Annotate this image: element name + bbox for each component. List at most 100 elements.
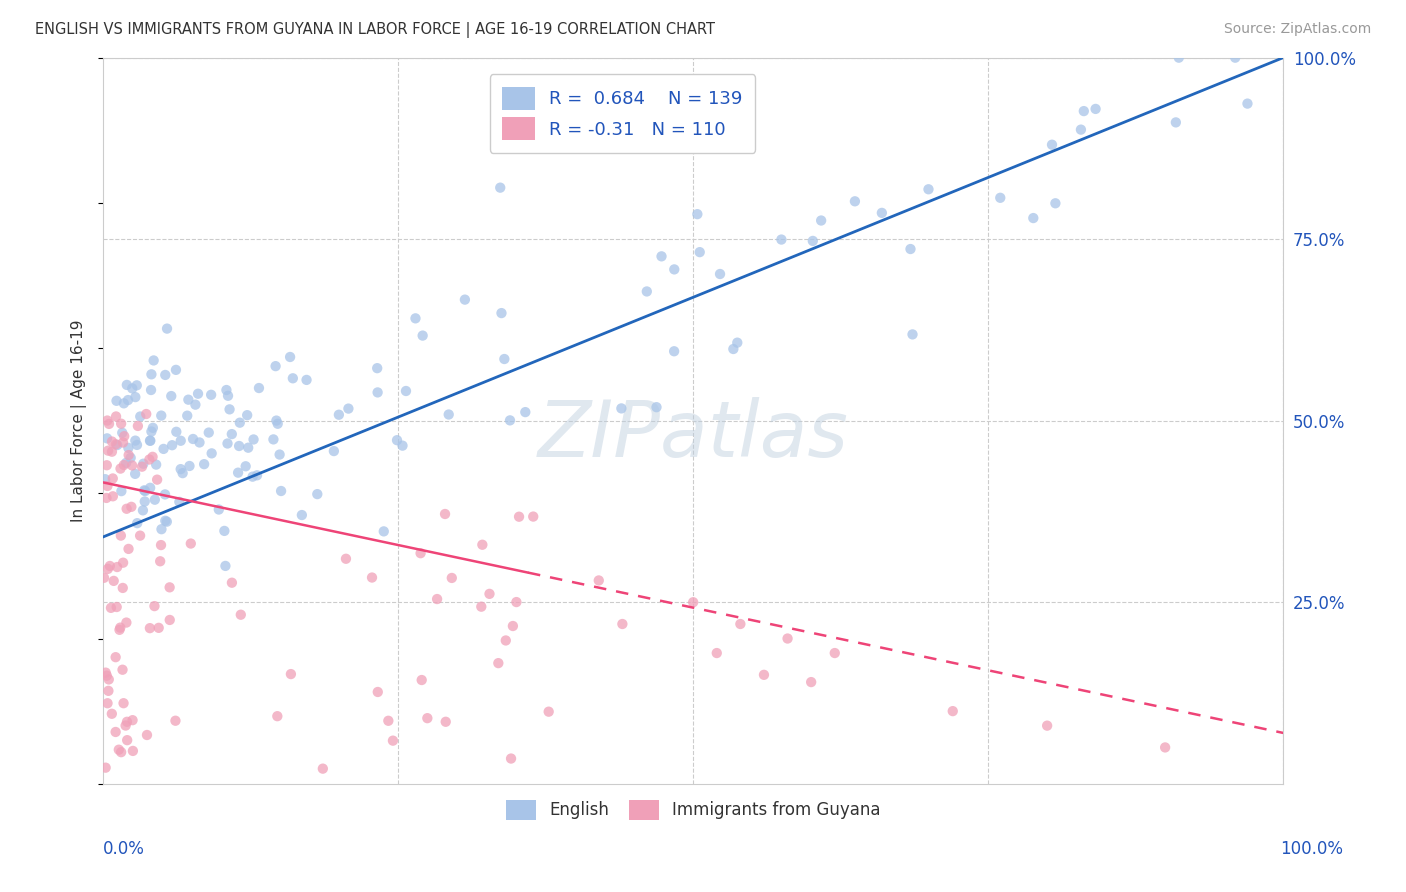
Point	[127, 419, 149, 434]
Point	[96, 696, 118, 710]
Point	[165, 425, 187, 439]
Point	[120, 500, 142, 514]
Point	[143, 492, 166, 507]
Point	[491, 306, 513, 320]
Point	[115, 501, 138, 516]
Point	[134, 483, 156, 498]
Point	[124, 467, 146, 481]
Point	[537, 705, 560, 719]
Point	[238, 441, 260, 455]
Point	[612, 617, 634, 632]
Point	[706, 646, 728, 660]
Point	[150, 538, 173, 552]
Point	[335, 551, 357, 566]
Point	[295, 373, 318, 387]
Point	[131, 459, 153, 474]
Point	[101, 471, 124, 485]
Point	[522, 509, 544, 524]
Point	[165, 714, 187, 728]
Point	[105, 438, 128, 452]
Point	[121, 458, 143, 473]
Point	[143, 599, 166, 614]
Point	[197, 425, 219, 440]
Point	[181, 432, 204, 446]
Point	[1154, 740, 1177, 755]
Point	[588, 574, 610, 588]
Point	[247, 381, 270, 395]
Point	[246, 468, 269, 483]
Point	[101, 489, 124, 503]
Point	[112, 396, 135, 410]
Point	[269, 448, 291, 462]
Point	[172, 466, 194, 480]
Point	[682, 595, 704, 609]
Point	[115, 456, 138, 470]
Point	[108, 742, 131, 756]
Point	[229, 416, 252, 430]
Point	[110, 528, 132, 542]
Point	[96, 479, 118, 493]
Point	[177, 392, 200, 407]
Point	[142, 450, 165, 464]
Point	[117, 441, 139, 455]
Point	[117, 393, 139, 408]
Point	[115, 378, 138, 392]
Point	[280, 667, 302, 681]
Point	[96, 413, 118, 427]
Text: ZIPatlas: ZIPatlas	[537, 397, 849, 474]
Point	[725, 335, 748, 350]
Point	[440, 571, 463, 585]
Point	[96, 431, 118, 445]
Point	[664, 262, 686, 277]
Point	[218, 402, 240, 417]
Point	[124, 390, 146, 404]
Text: 0.0%: 0.0%	[103, 840, 145, 858]
Point	[266, 414, 288, 428]
Point	[97, 562, 120, 576]
Point	[112, 435, 135, 450]
Point	[179, 458, 201, 473]
Point	[155, 514, 177, 528]
Point	[499, 413, 522, 427]
Point	[104, 437, 127, 451]
Point	[229, 607, 252, 622]
Point	[187, 386, 209, 401]
Point	[942, 704, 965, 718]
Point	[156, 515, 179, 529]
Point	[610, 401, 633, 416]
Point	[159, 613, 181, 627]
Point	[686, 207, 709, 221]
Point	[1040, 137, 1063, 152]
Point	[180, 536, 202, 550]
Point	[495, 633, 517, 648]
Point	[193, 457, 215, 471]
Point	[129, 409, 152, 424]
Point	[121, 381, 143, 395]
Point	[127, 516, 149, 531]
Point	[110, 745, 132, 759]
Point	[110, 484, 132, 499]
Point	[117, 541, 139, 556]
Text: 100.0%: 100.0%	[1279, 840, 1343, 858]
Point	[152, 442, 174, 456]
Point	[236, 408, 259, 422]
Point	[412, 328, 434, 343]
Point	[266, 709, 288, 723]
Point	[416, 711, 439, 725]
Point	[138, 452, 160, 467]
Point	[278, 350, 301, 364]
Point	[515, 405, 537, 419]
Point	[105, 409, 128, 424]
Point	[454, 293, 477, 307]
Point	[776, 632, 799, 646]
Point	[235, 459, 257, 474]
Point	[1236, 96, 1258, 111]
Point	[134, 494, 156, 508]
Point	[214, 558, 236, 573]
Point	[124, 434, 146, 448]
Point	[150, 409, 173, 423]
Point	[94, 761, 117, 775]
Point	[328, 408, 350, 422]
Point	[139, 481, 162, 495]
Point	[104, 725, 127, 739]
